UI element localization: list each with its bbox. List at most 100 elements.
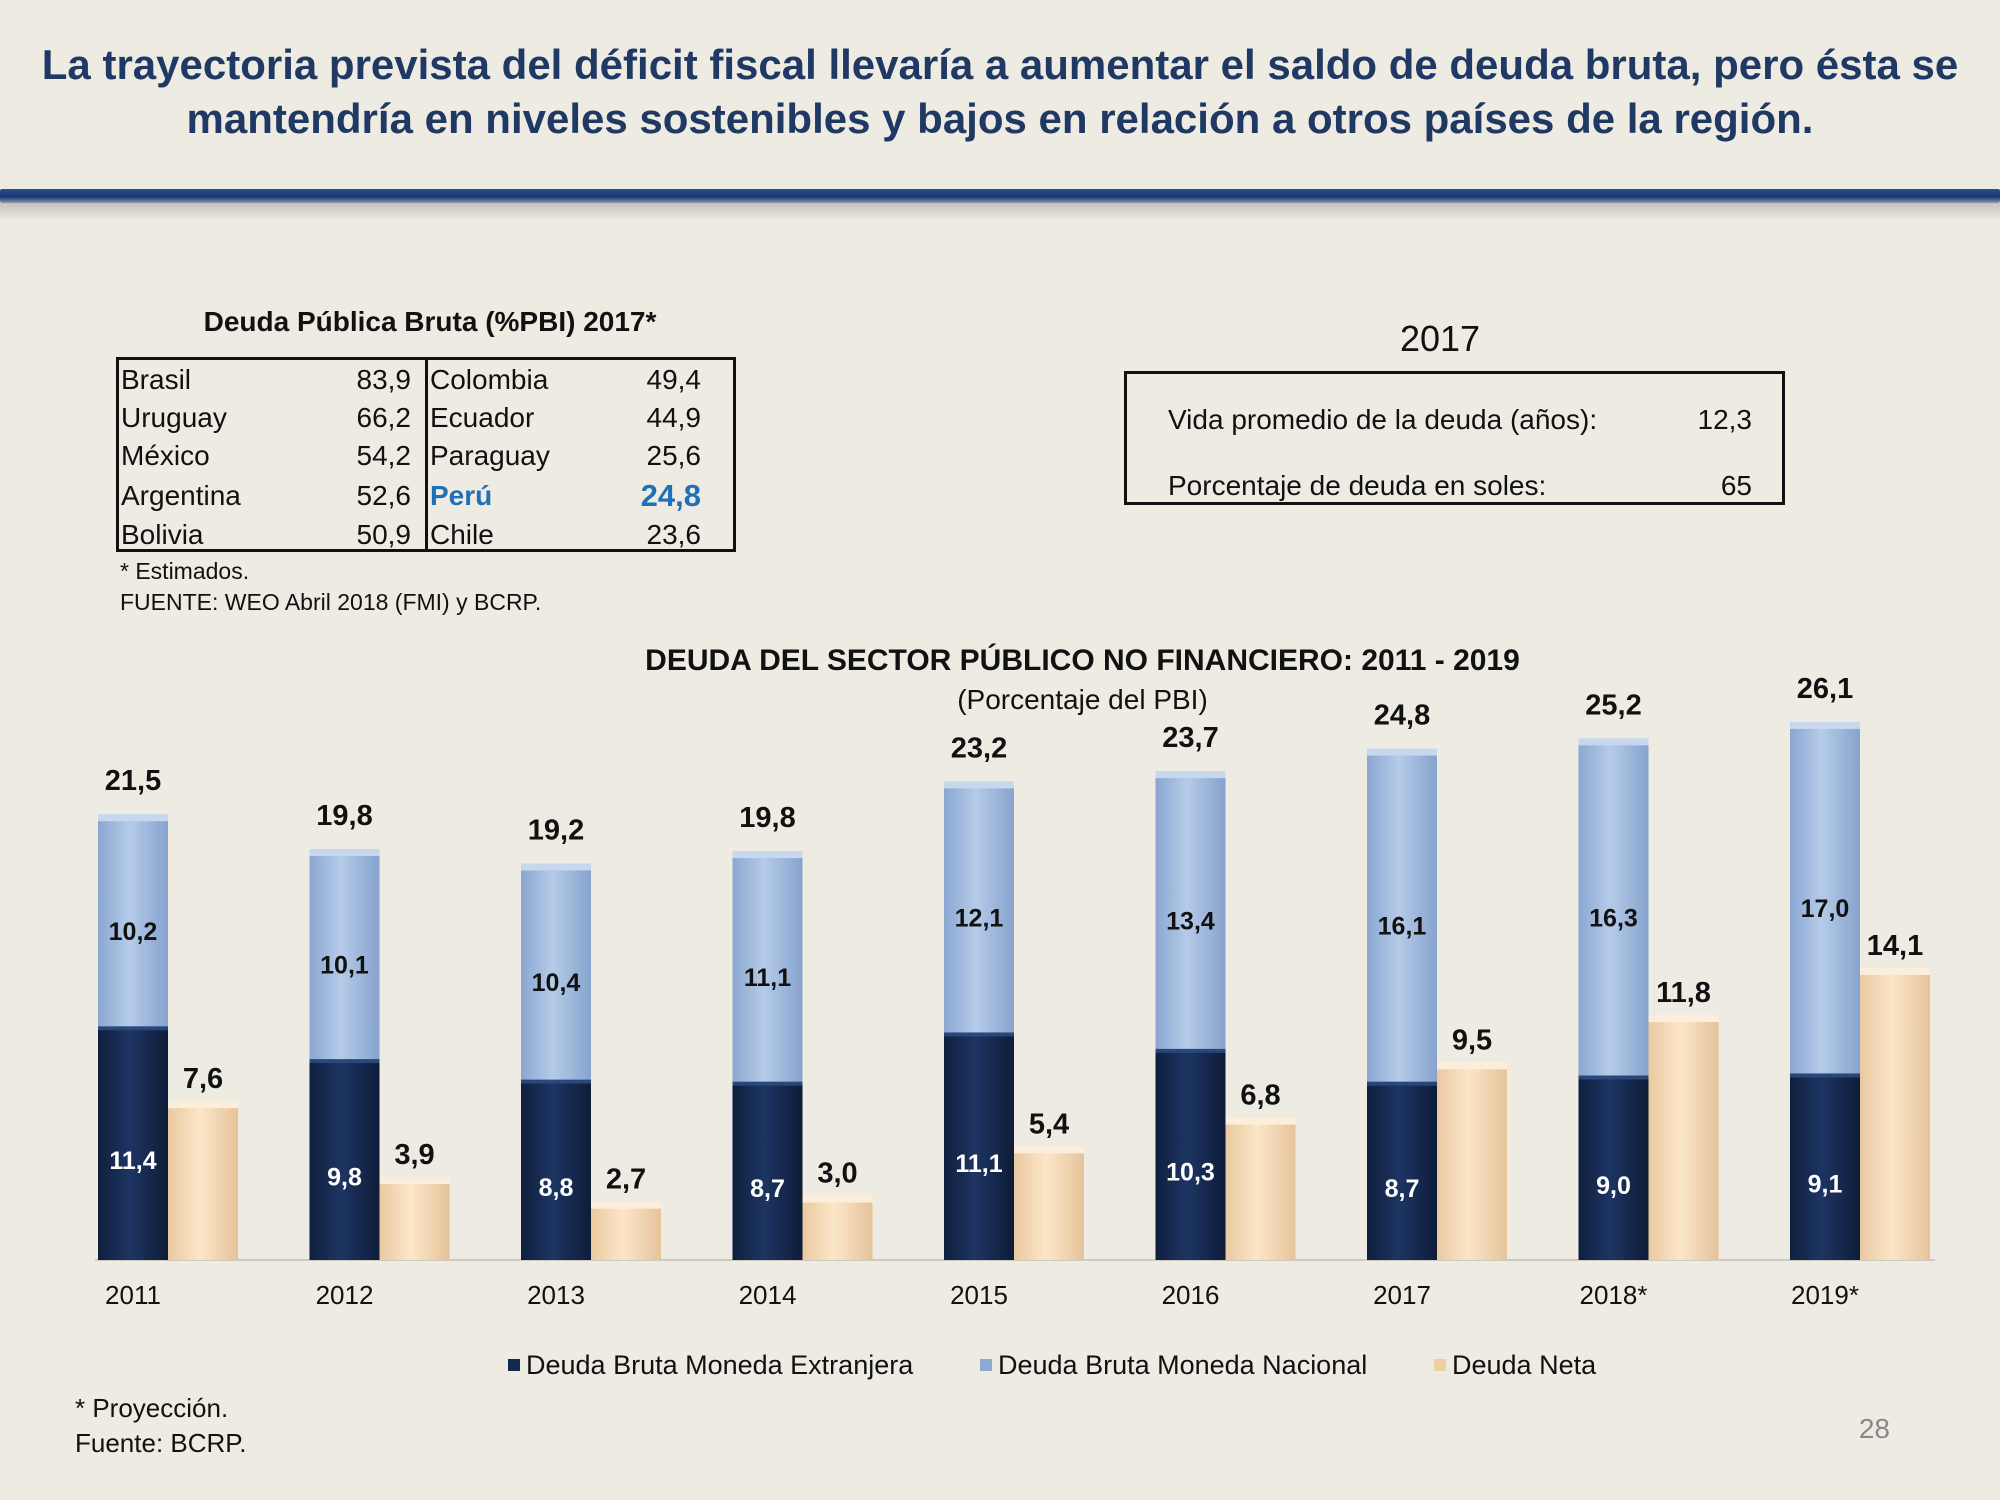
bar-deuda-neta-cap xyxy=(1437,1062,1507,1070)
x-tick-label: 2012 xyxy=(316,1280,374,1310)
label-deuda-neta: 11,8 xyxy=(1656,977,1711,1009)
bar-moneda-extranjera-cap xyxy=(521,1076,591,1084)
country-value: 66,2 xyxy=(356,402,412,433)
bar-moneda-extranjera-cap xyxy=(309,1056,380,1064)
bar-deuda-neta-cap xyxy=(1014,1146,1084,1154)
bar-deuda-neta xyxy=(168,1104,238,1260)
bar-deuda-neta xyxy=(1860,970,1930,1260)
label-total: 23,2 xyxy=(951,732,1007,764)
country-name: Chile xyxy=(430,519,494,550)
label-total: 24,8 xyxy=(1374,700,1430,732)
x-tick-label: 2015 xyxy=(950,1280,1008,1310)
footnote-projection: * Proyección. xyxy=(75,1393,229,1423)
country-value: 44,9 xyxy=(646,402,702,433)
x-tick-label: 2011 xyxy=(105,1280,161,1310)
x-tick-label: 2017 xyxy=(1373,1280,1431,1310)
country-value: 50,9 xyxy=(356,519,412,550)
country-value: 23,6 xyxy=(646,519,702,550)
label-moneda-extranjera: 9,1 xyxy=(1808,1171,1843,1199)
label-moneda-nacional: 12,1 xyxy=(955,904,1004,932)
bar-deuda-neta xyxy=(591,1204,661,1260)
bar-moneda-nacional xyxy=(1155,774,1226,1049)
bar-moneda-nacional xyxy=(1578,741,1649,1076)
chart-title: DEUDA DEL SECTOR PÚBLICO NO FINANCIERO: … xyxy=(645,644,1520,677)
bar-moneda-extranjera xyxy=(944,1032,1014,1260)
label-total: 19,2 xyxy=(528,814,584,846)
x-tick-label: 2016 xyxy=(1162,1280,1220,1310)
label-total: 26,1 xyxy=(1797,673,1853,705)
chart-subtitle: (Porcentaje del PBI) xyxy=(957,684,1208,715)
legend-label: Deuda Neta xyxy=(1452,1350,1597,1380)
page-number: 28 xyxy=(1858,1413,1890,1444)
legend-item-extranjera: Deuda Bruta Moneda Extranjera xyxy=(508,1350,913,1381)
debt-table-title: Deuda Pública Bruta (%PBI) 2017* xyxy=(203,306,657,337)
bar-deuda-neta xyxy=(379,1180,450,1260)
label-deuda-neta: 5,4 xyxy=(1029,1108,1069,1140)
bar-moneda-extranjera xyxy=(309,1059,380,1260)
metrics-year: 2017 xyxy=(1399,318,1481,359)
country-name: Brasil xyxy=(121,364,192,395)
country-name: Bolivia xyxy=(121,519,204,550)
label-total: 21,5 xyxy=(105,765,161,797)
bar-moneda-extranjera xyxy=(1155,1048,1226,1260)
bar-deuda-neta-cap xyxy=(1648,1015,1719,1023)
bar-moneda-extranjera-cap xyxy=(1578,1072,1649,1080)
bar-moneda-nacional xyxy=(1367,751,1437,1082)
country-value: 49,4 xyxy=(646,364,702,395)
bar-moneda-nacional-cap xyxy=(1578,738,1649,746)
bar-deuda-neta-cap xyxy=(379,1177,450,1185)
debt-table-row: Bolivia 50,9 Chile 23,6 xyxy=(121,516,721,554)
legend-swatch xyxy=(1434,1359,1446,1371)
label-moneda-nacional: 11,1 xyxy=(744,964,791,992)
country-name: México xyxy=(121,440,210,471)
country-value: 52,6 xyxy=(356,480,412,511)
label-total: 25,2 xyxy=(1585,689,1641,721)
label-moneda-nacional: 16,3 xyxy=(1589,904,1638,932)
metric-label: Vida promedio de la deuda (años): xyxy=(1168,404,1598,435)
x-tick-label: 2019* xyxy=(1791,1280,1859,1310)
bar-moneda-extranjera xyxy=(1367,1081,1437,1260)
label-moneda-extranjera: 10,3 xyxy=(1166,1158,1215,1186)
bar-deuda-neta-cap xyxy=(591,1201,661,1209)
bar-moneda-extranjera-cap xyxy=(1155,1045,1226,1053)
label-moneda-extranjera: 9,0 xyxy=(1596,1172,1631,1200)
bar-moneda-extranjera xyxy=(521,1079,591,1260)
bar-moneda-nacional-cap xyxy=(521,863,591,871)
country-name: Paraguay xyxy=(430,440,550,471)
label-moneda-nacional: 13,4 xyxy=(1166,908,1215,936)
label-moneda-extranjera: 8,7 xyxy=(1385,1175,1420,1203)
chart-legend: Deuda Bruta Moneda Extranjera Deuda Brut… xyxy=(0,1350,2000,1386)
bar-moneda-nacional-cap xyxy=(309,849,380,857)
bar-moneda-nacional-cap xyxy=(98,814,168,822)
bar-moneda-extranjera-cap xyxy=(732,1078,803,1086)
metrics-box xyxy=(1124,371,1785,505)
bar-deuda-neta xyxy=(1437,1065,1507,1260)
bar-moneda-nacional-cap xyxy=(1155,771,1226,779)
metric-label: Porcentaje de deuda en soles: xyxy=(1168,470,1547,501)
country-name: Uruguay xyxy=(121,402,227,433)
bar-moneda-extranjera xyxy=(732,1081,803,1260)
country-value: 54,2 xyxy=(356,440,412,471)
title-rule xyxy=(0,189,2000,203)
label-moneda-nacional: 16,1 xyxy=(1378,913,1427,941)
label-moneda-extranjera: 11,4 xyxy=(109,1147,156,1175)
debt-table-row: Brasil 83,9 Colombia 49,4 xyxy=(121,361,721,399)
bar-moneda-extranjera xyxy=(1578,1075,1649,1260)
legend-label: Deuda Bruta Moneda Extranjera xyxy=(526,1350,914,1380)
metric-value: 12,3 xyxy=(1697,404,1753,435)
debt-table-divider xyxy=(425,357,428,552)
country-value-highlight: 24,8 xyxy=(640,478,701,513)
label-deuda-neta: 6,8 xyxy=(1240,1080,1280,1112)
debt-table-row: Uruguay 66,2 Ecuador 44,9 xyxy=(121,399,721,437)
title-rule-shadow xyxy=(0,203,2000,221)
label-deuda-neta: 9,5 xyxy=(1452,1024,1492,1056)
bar-moneda-extranjera-cap xyxy=(98,1023,168,1031)
label-moneda-extranjera: 11,1 xyxy=(955,1150,1002,1178)
bar-deuda-neta-cap xyxy=(1860,967,1930,975)
label-moneda-nacional: 10,4 xyxy=(532,969,581,997)
label-moneda-extranjera: 9,8 xyxy=(327,1164,362,1192)
bar-moneda-nacional-cap xyxy=(1790,721,1860,729)
bar-deuda-neta xyxy=(1648,1018,1719,1260)
label-total: 23,7 xyxy=(1162,722,1218,754)
bar-moneda-extranjera-cap xyxy=(1367,1078,1437,1086)
